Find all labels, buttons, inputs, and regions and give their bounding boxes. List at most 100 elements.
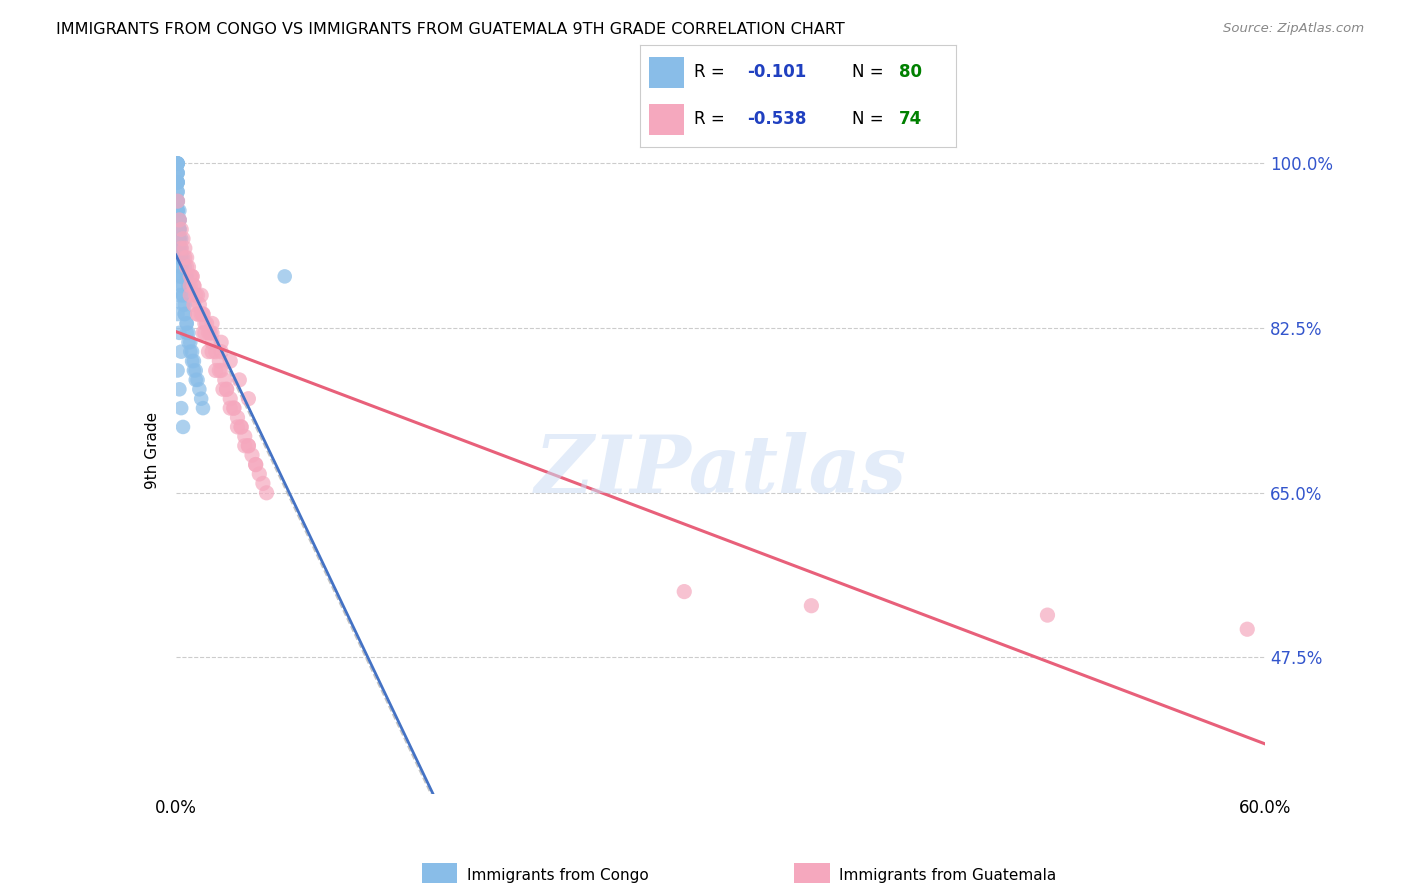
Point [173, 241, 195, 255]
Point [166, 175, 188, 189]
Point [166, 203, 188, 218]
Point [173, 260, 195, 274]
Point [201, 335, 224, 350]
Point [191, 326, 214, 340]
Point [169, 213, 191, 227]
Point [201, 344, 224, 359]
Point [172, 298, 194, 312]
Point [215, 382, 238, 396]
Point [170, 260, 193, 274]
Point [186, 288, 209, 302]
Point [209, 335, 232, 350]
Point [183, 278, 205, 293]
Text: Source: ZipAtlas.com: Source: ZipAtlas.com [1223, 22, 1364, 36]
Point [166, 175, 188, 189]
Text: Immigrants from Guatemala: Immigrants from Guatemala [839, 869, 1057, 883]
Point [170, 251, 193, 265]
Point [238, 392, 260, 406]
Point [208, 354, 231, 368]
Point [166, 156, 188, 170]
Point [166, 175, 188, 189]
Point [215, 382, 238, 396]
Point [172, 232, 194, 246]
Bar [650, 57, 685, 87]
Point [170, 278, 193, 293]
Point [166, 194, 188, 208]
Bar [650, 104, 685, 135]
Point [200, 326, 222, 340]
Point [190, 392, 212, 406]
Point [169, 222, 191, 236]
Point [176, 269, 198, 284]
Point [172, 288, 194, 302]
Point [197, 326, 219, 340]
Point [170, 222, 193, 236]
Text: 80: 80 [900, 63, 922, 81]
Point [172, 251, 194, 265]
Point [169, 213, 191, 227]
Point [176, 260, 198, 274]
Point [170, 260, 193, 274]
Point [179, 288, 201, 302]
Point [208, 363, 231, 377]
Point [228, 373, 250, 387]
Point [177, 260, 200, 274]
Point [186, 307, 209, 321]
Point [173, 251, 195, 265]
Point [176, 326, 198, 340]
Point [181, 269, 204, 284]
Point [252, 476, 274, 491]
Point [226, 420, 249, 434]
Point [169, 232, 191, 246]
Point [170, 269, 193, 284]
Point [169, 326, 191, 340]
Point [169, 288, 191, 302]
Point [181, 354, 204, 368]
Point [177, 326, 200, 340]
Text: N =: N = [852, 111, 889, 128]
Point [169, 213, 191, 227]
Point [209, 344, 232, 359]
Point [169, 382, 191, 396]
Point [166, 166, 188, 180]
Point [166, 269, 188, 284]
Point [166, 203, 188, 218]
Point [204, 344, 226, 359]
Point [209, 363, 232, 377]
Y-axis label: 9th Grade: 9th Grade [145, 412, 160, 489]
Point [183, 354, 205, 368]
Point [222, 401, 245, 416]
Point [169, 241, 191, 255]
Point [170, 401, 193, 416]
Point [214, 373, 236, 387]
Point [170, 344, 193, 359]
Point [172, 278, 194, 293]
Point [181, 344, 204, 359]
Point [1036, 608, 1059, 623]
Point [170, 241, 193, 255]
Point [184, 288, 207, 302]
Point [201, 326, 224, 340]
Point [169, 222, 191, 236]
Point [165, 156, 187, 170]
Point [179, 344, 201, 359]
Point [201, 317, 224, 331]
Point [166, 175, 188, 189]
Point [194, 326, 217, 340]
Point [169, 241, 191, 255]
Point [191, 307, 214, 321]
Text: ZIPatlas: ZIPatlas [534, 433, 907, 510]
Point [191, 307, 214, 321]
Point [186, 373, 209, 387]
Point [188, 382, 211, 396]
Point [183, 278, 205, 293]
Point [226, 410, 249, 425]
Point [166, 156, 188, 170]
Point [183, 298, 205, 312]
Point [170, 241, 193, 255]
Point [170, 232, 193, 246]
Point [166, 156, 188, 170]
Point [219, 354, 242, 368]
Point [170, 269, 193, 284]
Point [184, 363, 207, 377]
